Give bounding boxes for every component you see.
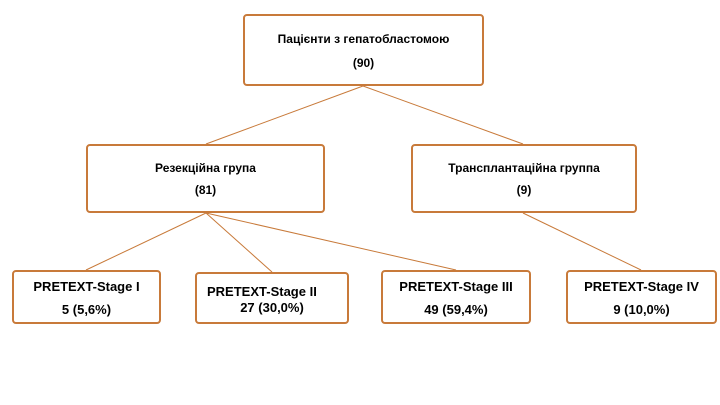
transplant-group-node: Трансплантаційна группа (9) [411,144,637,213]
stage-3-title: PRETEXT-Stage III [399,279,513,294]
resection-group-node: Резекційна група (81) [86,144,325,213]
stage-4-title: PRETEXT-Stage IV [584,279,699,294]
resection-group-count: (81) [194,183,217,197]
stage-4-value: 9 (10,0%) [613,302,670,317]
resection-group-title: Резекційна група [155,161,256,175]
stage-1-value: 5 (5,6%) [61,302,112,317]
connector-resection-stage1 [85,212,207,271]
stage-3-node: PRETEXT-Stage III 49 (59,4%) [381,270,531,324]
connector-root-resection [205,85,364,145]
root-node: Пацієнти з гепатобластомою (90) [243,14,484,86]
connector-transplant-stage4 [522,212,642,271]
stage-3-value: 49 (59,4%) [424,302,488,317]
stage-1-node: PRETEXT-Stage I 5 (5,6%) [12,270,161,324]
connector-resection-stage3 [205,212,457,271]
connector-root-transplant [362,85,524,145]
root-count: (90) [352,56,375,70]
stage-2-value: 27 (30,0%) [240,300,304,315]
transplant-group-count: (9) [516,183,532,197]
stage-4-node: PRETEXT-Stage IV 9 (10,0%) [566,270,717,324]
stage-2-title: PRETEXT-Stage II [207,284,317,299]
root-title: Пацієнти з гепатобластомою [277,32,450,46]
transplant-group-title: Трансплантаційна группа [448,161,600,175]
stage-2-node: PRETEXT-Stage II 27 (30,0%) [195,272,349,324]
connector-resection-stage2 [205,212,273,273]
stage-1-title: PRETEXT-Stage I [33,279,140,294]
